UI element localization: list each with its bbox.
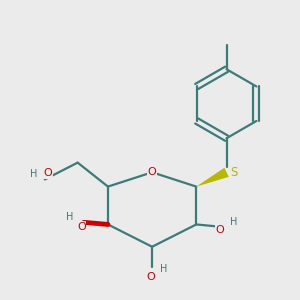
Text: O: O — [44, 168, 52, 178]
Text: H: H — [230, 217, 237, 226]
Text: S: S — [230, 166, 238, 179]
Text: O: O — [77, 222, 86, 232]
Text: H: H — [30, 169, 37, 179]
Text: O: O — [148, 167, 157, 177]
Text: O: O — [146, 272, 155, 283]
Polygon shape — [196, 168, 229, 187]
Text: H: H — [66, 212, 73, 222]
Text: H: H — [160, 264, 167, 274]
Text: O: O — [216, 225, 225, 235]
